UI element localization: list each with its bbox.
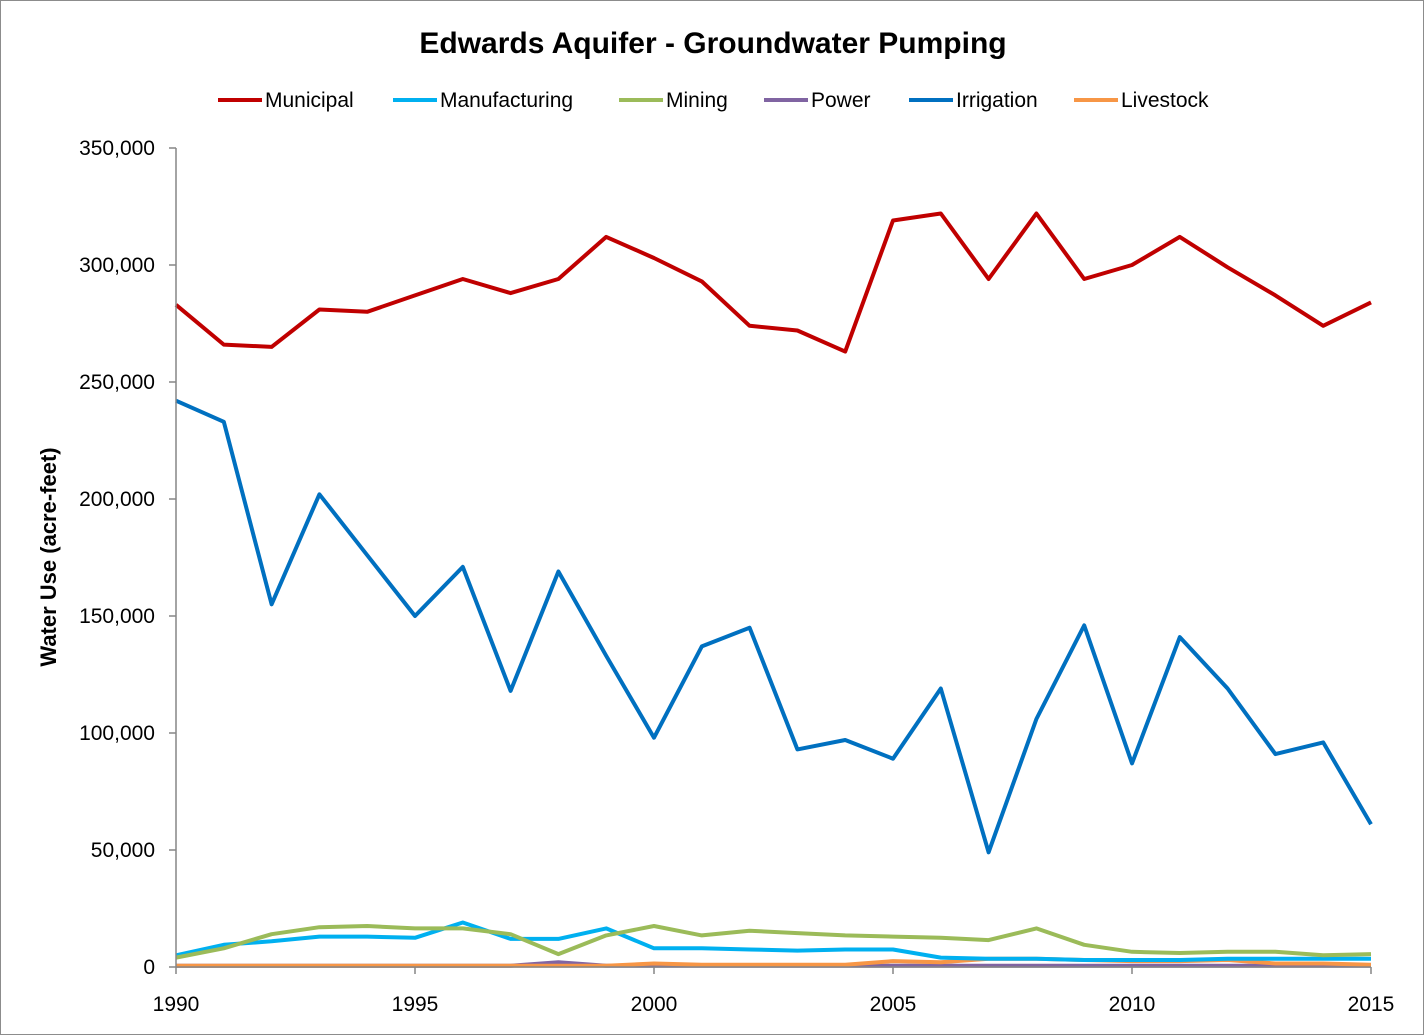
legend-item-municipal: Municipal (218, 89, 354, 112)
x-tick-label: 2005 (870, 993, 917, 1016)
legend-label-livestock: Livestock (1121, 89, 1209, 112)
y-tick-label: 0 (143, 956, 155, 979)
y-axis-title: Water Use (acre-feet) (36, 447, 61, 666)
x-tick-label: 2010 (1109, 993, 1156, 1016)
series-line-mining (175, 924, 1372, 960)
y-tick-label: 250,000 (79, 371, 155, 394)
legend-label-manufacturing: Manufacturing (440, 89, 573, 112)
x-tick-label: 1995 (392, 993, 439, 1016)
legend-item-power: Power (764, 89, 871, 112)
y-tick-label: 150,000 (79, 605, 155, 628)
y-tick-label: 300,000 (79, 254, 155, 277)
legend-item-mining: Mining (619, 89, 728, 112)
legend-item-manufacturing: Manufacturing (393, 89, 573, 112)
axes-layer: 0 50,000 100,000 150,000 200,000 250,000 300,0… (79, 137, 1394, 1016)
x-tick-label: 2015 (1348, 993, 1395, 1016)
series-line-municipal (174, 211, 1372, 354)
y-tick-label: 100,000 (79, 722, 155, 745)
chart-title: Edwards Aquifer - Groundwater Pumping (419, 27, 1006, 60)
legend-item-livestock: Livestock (1074, 89, 1209, 112)
series-line-irrigation (175, 398, 1373, 855)
legend-label-municipal: Municipal (265, 89, 354, 112)
y-tick-label: 350,000 (79, 137, 155, 160)
legend-item-irrigation: Irrigation (909, 89, 1038, 112)
y-tick-label: 50,000 (91, 839, 155, 862)
legend-label-power: Power (811, 89, 871, 112)
legend-label-mining: Mining (666, 89, 728, 112)
series-line-manufacturing (175, 920, 1371, 962)
x-tick-label: 2000 (631, 993, 678, 1016)
x-tick-label: 1990 (153, 993, 200, 1016)
y-tick-label: 200,000 (79, 488, 155, 511)
series-layer (174, 211, 1373, 968)
legend-label-irrigation: Irrigation (956, 89, 1038, 112)
legend: Municipal Manufacturing Mining Power Irrigat… (218, 89, 1209, 112)
